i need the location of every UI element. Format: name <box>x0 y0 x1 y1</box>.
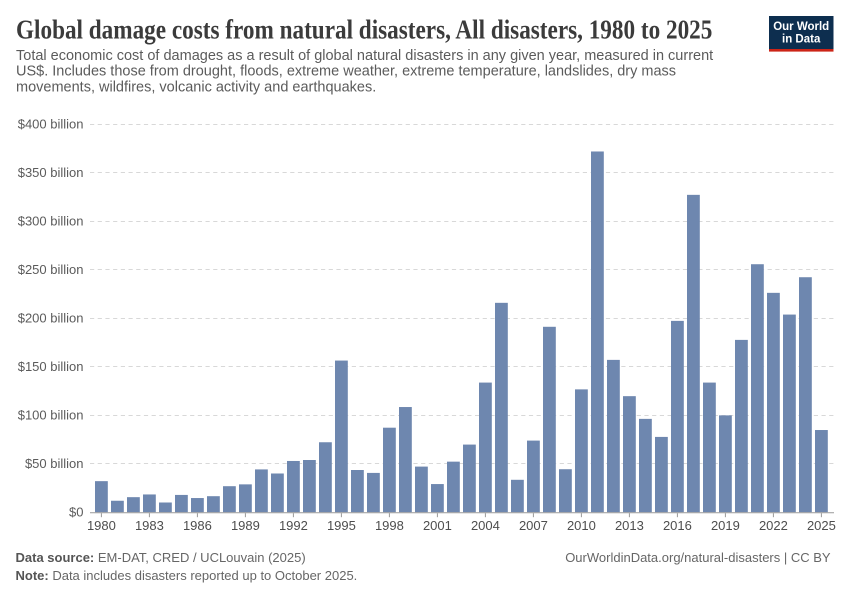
svg-text:2016: 2016 <box>663 518 692 533</box>
svg-text:$100 billion: $100 billion <box>18 408 84 423</box>
svg-text:US$. Includes those from droug: US$. Includes those from drought, floods… <box>16 64 676 80</box>
svg-text:2007: 2007 <box>519 518 548 533</box>
svg-text:$0: $0 <box>69 505 83 520</box>
svg-text:1989: 1989 <box>231 518 260 533</box>
svg-text:Note: Data includes disasters: Note: Data includes disasters reported u… <box>16 568 358 583</box>
svg-text:movements, wildfires, volcanic: movements, wildfires, volcanic activity … <box>16 80 376 96</box>
svg-text:1998: 1998 <box>375 518 404 533</box>
svg-text:$350 billion: $350 billion <box>18 165 84 180</box>
svg-text:$250 billion: $250 billion <box>18 262 84 277</box>
svg-text:$400 billion: $400 billion <box>18 117 84 132</box>
svg-text:$300 billion: $300 billion <box>18 214 84 229</box>
svg-text:2013: 2013 <box>615 518 644 533</box>
svg-text:Data source: EM-DAT, CRED / UC: Data source: EM-DAT, CRED / UCLouvain (2… <box>16 550 306 565</box>
svg-text:OurWorldinData.org/natural-dis: OurWorldinData.org/natural-disasters | C… <box>565 550 831 565</box>
svg-text:Global damage costs from natur: Global damage costs from natural disaste… <box>16 15 712 45</box>
svg-text:2001: 2001 <box>423 518 452 533</box>
svg-text:2019: 2019 <box>711 518 740 533</box>
svg-text:2010: 2010 <box>567 518 596 533</box>
svg-text:$150 billion: $150 billion <box>18 359 84 374</box>
svg-text:1992: 1992 <box>279 518 308 533</box>
svg-text:Total economic cost of damages: Total economic cost of damages as a resu… <box>16 48 713 64</box>
svg-text:2022: 2022 <box>759 518 788 533</box>
svg-text:2025: 2025 <box>807 518 836 533</box>
svg-text:1980: 1980 <box>87 518 116 533</box>
svg-text:Our World: Our World <box>773 21 829 33</box>
svg-text:1986: 1986 <box>183 518 212 533</box>
svg-text:$200 billion: $200 billion <box>18 311 84 326</box>
svg-text:in Data: in Data <box>782 33 821 45</box>
svg-text:$50 billion: $50 billion <box>25 456 84 471</box>
svg-text:1983: 1983 <box>135 518 164 533</box>
svg-text:1995: 1995 <box>327 518 356 533</box>
svg-text:2004: 2004 <box>471 518 500 533</box>
